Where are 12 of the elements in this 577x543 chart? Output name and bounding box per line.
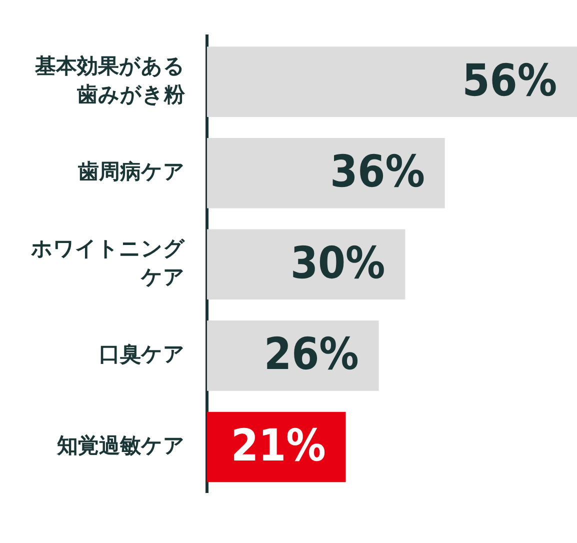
y-tick-label: 口臭ケア	[99, 342, 185, 366]
y-tick-label: 知覚過敏ケア	[56, 433, 185, 458]
data-label: 21%	[231, 420, 326, 472]
data-label: 36%	[330, 146, 425, 198]
y-tick-label: 基本効果がある歯みがき粉	[34, 54, 186, 106]
data-label: 56%	[462, 55, 557, 106]
bar	[207, 46, 577, 117]
y-tick-label: 歯周病ケア	[77, 160, 185, 184]
data-label: 26%	[264, 329, 359, 380]
data-label: 30%	[290, 238, 386, 289]
y-tick-label: ホワイトニングケア	[30, 236, 185, 290]
bar	[207, 138, 445, 208]
